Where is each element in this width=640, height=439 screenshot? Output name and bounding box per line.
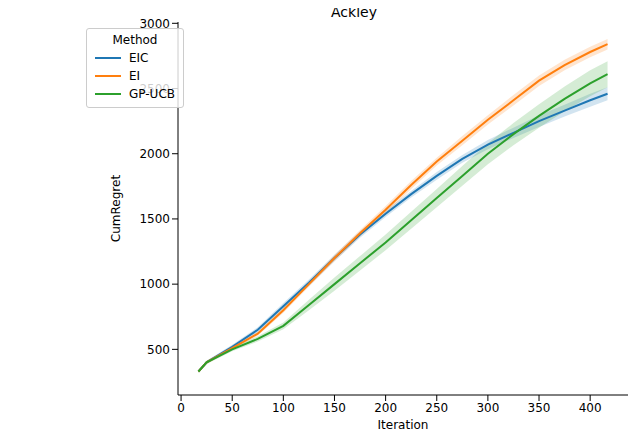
svg-text:200: 200 <box>374 401 397 415</box>
svg-text:3000: 3000 <box>139 17 170 31</box>
svg-text:CumRegret: CumRegret <box>109 175 123 243</box>
svg-text:2500: 2500 <box>139 82 170 96</box>
svg-text:0: 0 <box>177 401 185 415</box>
svg-text:150: 150 <box>323 401 346 415</box>
svg-text:1500: 1500 <box>139 212 170 226</box>
svg-text:350: 350 <box>528 401 551 415</box>
svg-text:500: 500 <box>147 343 170 357</box>
svg-text:Iteration: Iteration <box>378 418 429 431</box>
svg-text:400: 400 <box>579 401 602 415</box>
svg-text:50: 50 <box>225 401 240 415</box>
svg-text:1000: 1000 <box>139 277 170 291</box>
svg-text:300: 300 <box>476 401 499 415</box>
svg-text:250: 250 <box>425 401 448 415</box>
svg-text:2000: 2000 <box>139 147 170 161</box>
svg-text:100: 100 <box>272 401 295 415</box>
